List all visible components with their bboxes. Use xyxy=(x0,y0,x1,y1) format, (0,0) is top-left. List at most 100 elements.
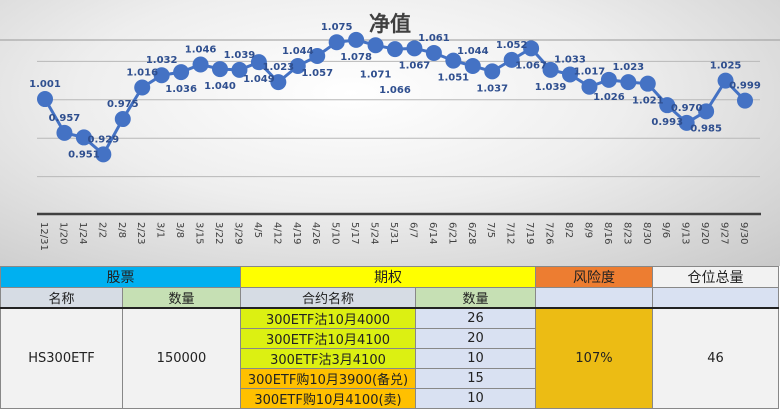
data-point xyxy=(348,31,365,48)
position-table: 股票 期权 风险度 仓位总量 名称 数量 合约名称 数量 HS300ETF 15… xyxy=(0,266,779,409)
x-tick-label: 1/20 xyxy=(57,222,68,244)
option-qty: 20 xyxy=(415,328,536,349)
x-tick-label: 12/31 xyxy=(38,222,49,251)
data-label: 1.025 xyxy=(710,61,742,72)
x-tick-label: 3/22 xyxy=(213,222,224,244)
data-label: 1.032 xyxy=(146,55,178,66)
data-point xyxy=(659,97,676,114)
position-value: 46 xyxy=(652,307,779,409)
x-tick-label: 8/16 xyxy=(602,222,613,244)
data-point xyxy=(737,92,753,109)
header-qty: 数量 xyxy=(122,287,241,309)
data-label: 1.021 xyxy=(632,96,664,107)
group-stock: 股票 xyxy=(0,266,241,288)
data-label: 1.067 xyxy=(515,60,547,71)
header-name: 名称 xyxy=(0,287,123,309)
x-tick-label: 2/23 xyxy=(135,222,146,244)
data-point xyxy=(328,34,345,51)
data-point xyxy=(250,54,267,71)
data-label: 1.026 xyxy=(593,92,625,103)
option-name: 300ETF购10月4100(卖) xyxy=(240,388,416,409)
option-name: 300ETF沽3月4100 xyxy=(240,348,416,369)
option-qty: 10 xyxy=(415,348,536,369)
data-label: 1.075 xyxy=(321,22,353,33)
x-tick-label: 4/19 xyxy=(291,222,302,244)
data-point xyxy=(639,75,656,92)
data-point xyxy=(503,51,520,68)
x-tick-label: 9/27 xyxy=(719,222,730,244)
option-name: 300ETF购10月3900(备兑) xyxy=(240,368,416,389)
x-tick-label: 9/13 xyxy=(680,222,691,244)
option-qty: 26 xyxy=(415,307,536,329)
option-name: 300ETF沽10月4000 xyxy=(240,307,416,329)
x-tick-label: 6/28 xyxy=(466,222,477,244)
data-label: 1.037 xyxy=(476,83,508,94)
data-label: 1.017 xyxy=(574,67,606,78)
data-point xyxy=(523,40,540,57)
data-point xyxy=(212,61,228,78)
data-label: 0.975 xyxy=(107,99,139,110)
data-point xyxy=(231,61,248,78)
x-tick-label: 5/24 xyxy=(369,222,380,244)
chart-title: 净值 xyxy=(369,12,411,36)
data-point xyxy=(484,63,501,80)
data-label: 0.951 xyxy=(68,149,100,160)
x-tick-label: 1/24 xyxy=(77,222,88,244)
x-tick-label: 8/30 xyxy=(641,222,652,244)
data-point xyxy=(309,48,326,65)
x-tick-label: 7/5 xyxy=(485,222,496,238)
x-tick-label: 9/6 xyxy=(660,222,671,238)
stock-qty: 150000 xyxy=(122,307,241,409)
data-point xyxy=(445,52,462,69)
data-point xyxy=(173,64,190,81)
data-point xyxy=(406,40,423,57)
data-point xyxy=(600,71,617,88)
data-point xyxy=(75,129,92,146)
data-point xyxy=(542,61,559,78)
x-tick-label: 9/20 xyxy=(699,222,710,244)
data-label: 1.067 xyxy=(399,60,431,71)
data-point xyxy=(717,72,734,89)
x-tick-label: 9/30 xyxy=(738,222,749,244)
stock-name: HS300ETF xyxy=(0,307,123,409)
data-label: 1.016 xyxy=(126,68,158,79)
data-point xyxy=(581,78,598,95)
x-tick-label: 6/21 xyxy=(446,222,457,244)
header-risk-blank xyxy=(535,287,653,309)
chart-svg: 1.001 0.957 0.951 0.929 0.975 1.016 1.032 1.036… xyxy=(0,12,780,251)
data-label: 1.052 xyxy=(496,40,528,51)
x-tick-label: 8/23 xyxy=(621,222,632,244)
data-label: 1.049 xyxy=(243,74,275,85)
x-tick-label: 6/14 xyxy=(427,222,438,244)
group-position: 仓位总量 xyxy=(652,266,779,288)
data-point xyxy=(56,124,73,141)
data-label: 1.036 xyxy=(165,84,197,95)
data-point xyxy=(37,91,53,108)
data-point xyxy=(153,67,170,84)
data-point xyxy=(562,66,578,83)
data-point xyxy=(425,44,442,61)
data-point xyxy=(192,56,209,73)
x-tick-label: 4/12 xyxy=(271,222,282,244)
data-label: 1.040 xyxy=(204,81,236,92)
x-tick-label: 5/17 xyxy=(349,222,360,244)
option-qty: 10 xyxy=(415,388,536,409)
x-tick-label: 4/26 xyxy=(310,222,321,244)
group-risk: 风险度 xyxy=(535,266,653,288)
data-label: 1.057 xyxy=(301,68,333,79)
data-label: 1.039 xyxy=(224,50,256,61)
data-label: 1.001 xyxy=(29,79,61,90)
x-tick-label: 2/2 xyxy=(96,222,107,238)
data-point xyxy=(464,58,481,75)
data-point xyxy=(134,79,151,96)
x-tick-label: 4/5 xyxy=(252,222,263,238)
data-point xyxy=(620,74,637,91)
data-label: 1.071 xyxy=(360,69,392,80)
x-tick-label: 3/15 xyxy=(194,222,205,244)
data-label: 1.039 xyxy=(535,82,567,93)
header-position-blank xyxy=(652,287,779,309)
data-point xyxy=(270,74,287,91)
risk-value: 107% xyxy=(535,307,653,409)
nav-line-chart: 1.001 0.957 0.951 0.929 0.975 1.016 1.032 1.036… xyxy=(0,0,780,266)
x-tick-label: 3/8 xyxy=(174,222,185,238)
